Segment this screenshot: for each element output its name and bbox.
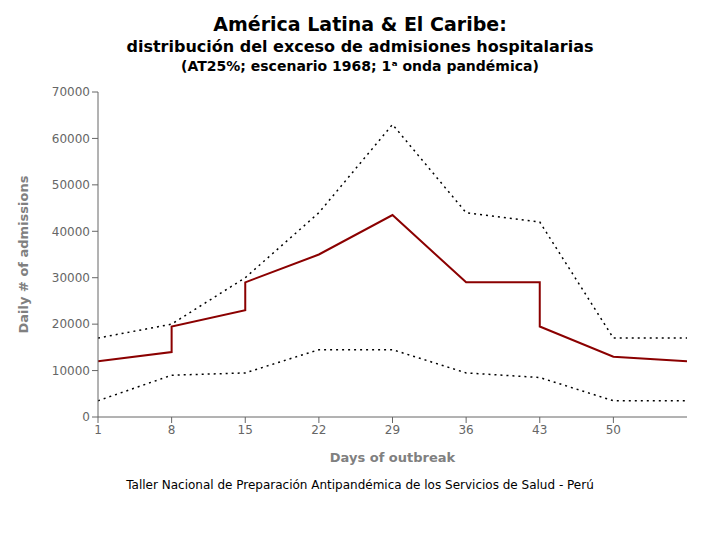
svg-text:20000: 20000 (52, 317, 90, 331)
html-text:distribución del exceso de adm: distribución del exceso de admisiones ho… (126, 36, 594, 56)
html-text:Taller Nacional de Preparación: Taller Nacional de Preparación Antipandé… (126, 477, 594, 492)
svg-text:40000: 40000 (52, 224, 90, 238)
svg-text:15: 15 (238, 422, 253, 436)
svg-text:50: 50 (606, 422, 621, 436)
svg-text:Days of outbreak: Days of outbreak (330, 450, 456, 465)
svg-text:30000: 30000 (52, 271, 90, 285)
svg-text:8: 8 (168, 422, 176, 436)
svg-text:29: 29 (385, 422, 400, 436)
svg-text:43: 43 (532, 422, 547, 436)
svg-text:50000: 50000 (52, 178, 90, 192)
svg-text:1: 1 (94, 422, 102, 436)
svg-text:Daily # of admissions: Daily # of admissions (16, 175, 31, 333)
svg-text:70000: 70000 (52, 85, 90, 99)
svg-text:36: 36 (458, 422, 473, 436)
html-text:América Latina & El Caribe:: América Latina & El Caribe: (213, 13, 507, 35)
svg-text:60000: 60000 (52, 131, 90, 145)
html-text:(AT25%; escenario 1968; 1ᵃ ond: (AT25%; escenario 1968; 1ᵃ onda pandémic… (181, 58, 539, 75)
svg-text:22: 22 (311, 422, 326, 436)
svg-text:0: 0 (82, 410, 90, 424)
svg-text:10000: 10000 (52, 364, 90, 378)
